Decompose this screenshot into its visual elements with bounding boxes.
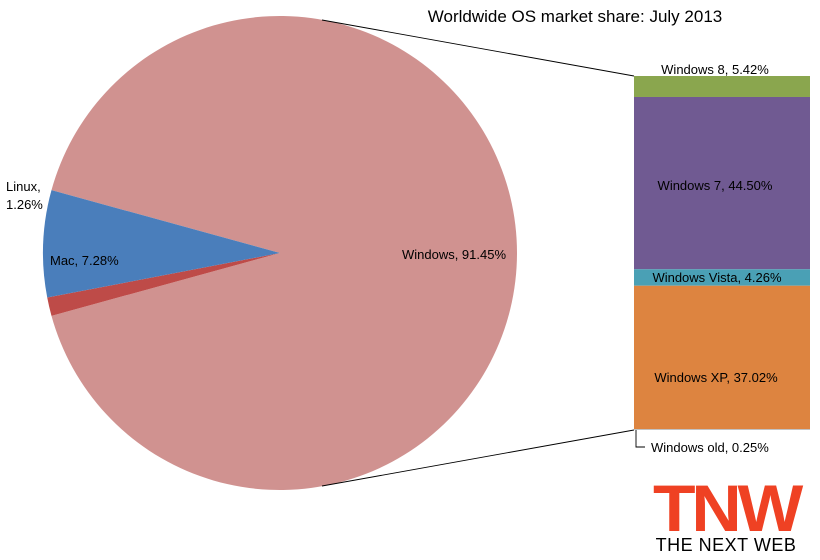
- bar-segment-windows-8: [634, 76, 810, 97]
- bar-label-windows-7: Windows 7, 44.50%: [658, 178, 773, 193]
- data-labels: Windows, 91.45% Linux, 1.26% Mac, 7.28% Wind…: [6, 62, 782, 455]
- logo-subtitle: THE NEXT WEB: [656, 535, 797, 555]
- connector-top: [321, 19, 635, 77]
- tnw-logo: TNW THE NEXT WEB: [653, 471, 808, 555]
- connector-bottom: [321, 429, 635, 487]
- leader-line-windows-old: [635, 430, 645, 448]
- connector-lines: [321, 19, 635, 487]
- bar-segment-windows-7: [634, 96, 810, 270]
- pie-slice-windows: [51, 16, 518, 490]
- pie-chart: [43, 16, 518, 490]
- pie-slice-mac: [43, 190, 280, 298]
- logo-text: TNW: [653, 471, 804, 545]
- bar-label-windows-old: Windows old, 0.25%: [651, 440, 769, 455]
- bar-label-windows-vista: Windows Vista, 4.26%: [652, 270, 782, 285]
- bar-segment-windows-xp: [634, 285, 810, 430]
- bar-label-windows-xp: Windows XP, 37.02%: [654, 370, 778, 385]
- bar-segment-windows-old: [634, 429, 810, 430]
- pie-label-windows: Windows, 91.45%: [402, 247, 506, 262]
- windows-breakdown-bar: [634, 76, 810, 430]
- bar-segment-windows-vista: [634, 269, 810, 286]
- bar-label-windows-8: Windows 8, 5.42%: [661, 62, 769, 77]
- pie-label-linux: Linux, 1.26%: [6, 179, 43, 212]
- chart-title: Worldwide OS market share: July 2013: [428, 7, 722, 26]
- pie-slice-linux: [47, 253, 281, 316]
- pie-label-mac: Mac, 7.28%: [50, 253, 119, 268]
